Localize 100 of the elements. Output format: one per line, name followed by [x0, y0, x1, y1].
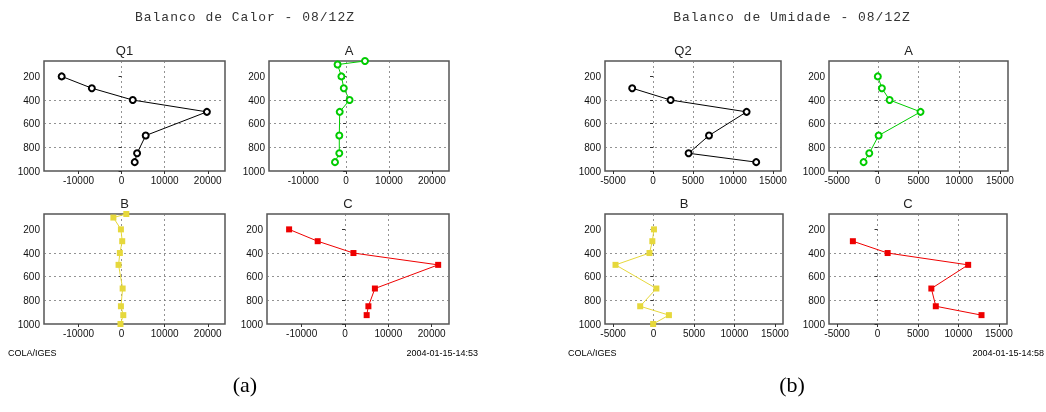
y-tick-label: 800	[808, 294, 826, 306]
point	[742, 107, 751, 116]
x-tick-label: -5000	[600, 174, 627, 186]
text: 2004-01-15-14:58	[971, 348, 1044, 358]
y-tick-label: 200	[808, 70, 826, 82]
y-tick-label: 800	[23, 294, 41, 306]
y-tick-label: 1000	[802, 318, 826, 330]
text: 2004-01-15-14:53	[405, 348, 478, 358]
point	[350, 250, 357, 257]
x-tick-label: -10000	[287, 174, 320, 186]
y-tick-label: 600	[808, 271, 826, 283]
x-tick-label: -5000	[824, 174, 851, 186]
point	[371, 285, 378, 292]
point	[752, 158, 761, 167]
point	[637, 303, 644, 310]
x-tick-label: 10000	[945, 174, 974, 186]
point	[57, 72, 66, 81]
x-tick-label: -5000	[824, 327, 851, 339]
point	[666, 96, 675, 105]
point	[885, 96, 894, 105]
x-tick-label: -5000	[600, 327, 627, 339]
x-tick-label: 5000	[906, 327, 930, 339]
y-tick-label: 400	[246, 247, 264, 259]
point	[649, 238, 656, 245]
y-tick-label: 1000	[802, 165, 826, 177]
x-tick-label: 15000	[759, 174, 788, 186]
chart-title: C	[343, 196, 353, 211]
point	[335, 149, 344, 158]
point	[965, 261, 972, 268]
y-tick-label: 1000	[17, 318, 41, 330]
x-tick-label: -10000	[62, 174, 95, 186]
x-tick-label: 0	[343, 174, 350, 186]
point	[339, 84, 348, 93]
x-tick-label: 5000	[681, 174, 705, 186]
x-tick-label: -10000	[286, 327, 318, 339]
y-tick-label: 600	[808, 118, 826, 130]
point	[123, 211, 130, 217]
x-tick-label: 15000	[985, 327, 1014, 339]
chart-title: C	[903, 196, 913, 211]
point	[115, 261, 122, 268]
y-tick-label: 400	[248, 94, 266, 106]
y-tick-label: 200	[808, 223, 826, 235]
text: COLA/IGES	[8, 348, 57, 358]
x-tick-label: 0	[650, 174, 657, 186]
x-tick-label: 10000	[719, 174, 748, 186]
y-tick-label: 1000	[17, 165, 41, 177]
y-tick-label: 200	[248, 70, 266, 82]
point	[130, 158, 139, 167]
point	[119, 238, 126, 245]
x-tick-label: 5000	[907, 174, 931, 186]
x-tick-label: 15000	[985, 174, 1015, 186]
y-tick-label: 400	[584, 247, 602, 259]
y-tick-label: 200	[584, 223, 602, 235]
y-tick-label: 400	[584, 94, 602, 106]
point	[87, 84, 96, 93]
x-tick-label: 0	[875, 174, 882, 186]
chart-title: B	[679, 196, 689, 211]
x-tick-label: 0	[874, 327, 881, 339]
y-tick-label: 1000	[578, 165, 602, 177]
y-tick-label: 600	[584, 118, 602, 130]
y-tick-label: 600	[246, 271, 264, 283]
point	[653, 285, 660, 292]
point	[110, 214, 117, 221]
text: (b)	[778, 372, 806, 398]
point	[932, 303, 939, 310]
chart-title: B	[120, 196, 129, 211]
point	[141, 131, 150, 140]
x-tick-label: 10000	[720, 327, 749, 339]
y-tick-label: 600	[23, 271, 41, 283]
y-tick-label: 200	[584, 70, 602, 82]
x-tick-label: 5000	[682, 327, 706, 339]
y-tick-label: 400	[23, 247, 41, 259]
point	[849, 238, 856, 245]
y-tick-label: 200	[246, 223, 264, 235]
point	[365, 303, 372, 310]
y-tick-label: 600	[248, 118, 266, 130]
point	[873, 72, 882, 81]
point	[337, 72, 346, 81]
y-tick-label: 800	[584, 294, 602, 306]
x-tick-label: 10000	[150, 327, 180, 339]
chart-title: Q1	[115, 43, 134, 58]
y-tick-label: 400	[808, 94, 826, 106]
chart-title: A	[344, 43, 354, 58]
y-tick-label: 800	[584, 141, 602, 153]
point	[877, 84, 886, 93]
x-tick-label: 20000	[417, 174, 447, 186]
point	[120, 312, 127, 319]
point	[335, 107, 344, 116]
point	[345, 96, 354, 105]
y-tick-label: 800	[808, 141, 826, 153]
chart-title: A	[904, 43, 914, 58]
point	[128, 96, 137, 105]
y-tick-label: 800	[23, 141, 41, 153]
y-tick-label: 400	[23, 94, 41, 106]
y-tick-label: 600	[584, 271, 602, 283]
text: Balanco de Calor - 08/12Z	[133, 10, 356, 25]
point	[333, 60, 342, 69]
x-tick-label: 0	[118, 327, 125, 339]
text: Balanco de Umidade - 08/12Z	[672, 10, 912, 25]
y-tick-label: 600	[23, 118, 41, 130]
